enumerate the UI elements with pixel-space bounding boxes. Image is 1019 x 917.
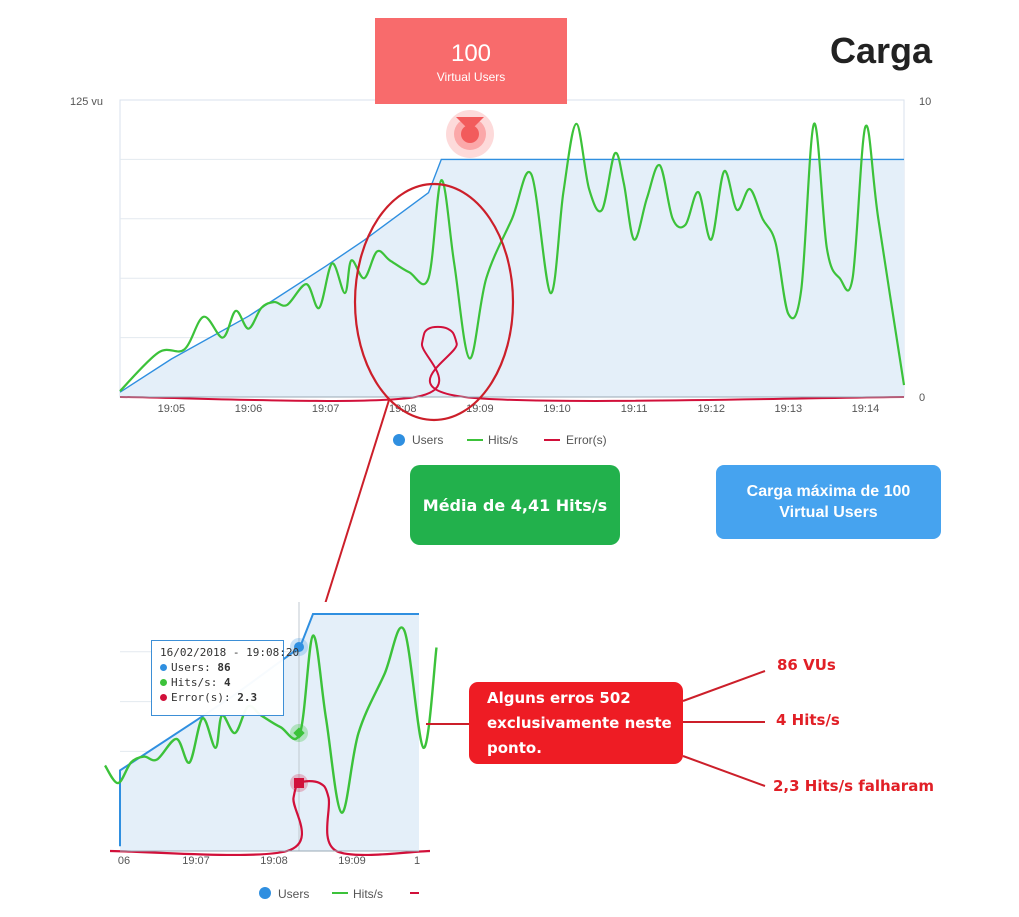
- x-tick-label: 19:09: [466, 403, 494, 415]
- note-hits: 4 Hits/s: [776, 711, 840, 729]
- tooltip-hits-value: 4: [224, 676, 231, 689]
- errors-note-text: Alguns erros 502 exclusivamente neste po…: [487, 686, 672, 761]
- x-tick-label: 19:10: [543, 403, 571, 415]
- zoom-legend-users-label: Users: [278, 887, 309, 901]
- y-right-top-tick: 10: [919, 96, 931, 108]
- max-load-text: Carga máxima de 100 Virtual Users: [744, 481, 914, 523]
- legend-hits-label: Hits/s: [488, 433, 518, 447]
- errors-note-line-3: ponto.: [487, 736, 672, 761]
- zoom-x-tick-label: 19:07: [182, 855, 210, 867]
- x-tick-label: 19:11: [621, 403, 648, 415]
- peak-users-label: Virtual Users: [375, 70, 567, 84]
- tooltip-hits-label: Hits/s:: [171, 676, 217, 689]
- y-right-bottom-tick: 0: [919, 392, 925, 404]
- tooltip-errors-label: Error(s):: [171, 691, 231, 704]
- x-tick-label: 19:13: [775, 403, 803, 415]
- zoom-x-tick-label: 06: [118, 855, 130, 867]
- zoom-x-tick-label: 19:08: [260, 855, 288, 867]
- x-tick-label: 19:08: [389, 403, 417, 415]
- note-failed: 2,3 Hits/s falharam: [773, 777, 934, 795]
- x-tick-label: 19:12: [697, 403, 725, 415]
- legend-errors-label: Error(s): [566, 433, 607, 447]
- page-title: Carga: [830, 30, 932, 72]
- peak-users-badge: 100 Virtual Users: [375, 18, 567, 104]
- zoom-legend-hits-label: Hits/s: [353, 887, 383, 901]
- zoom-x-tick-label: 1: [414, 855, 420, 867]
- x-tick-label: 19:07: [312, 403, 340, 415]
- avg-hits-box: Média de 4,41 Hits/s: [410, 465, 620, 545]
- legend-users-label: Users: [412, 433, 443, 447]
- errors-note-box: Alguns erros 502 exclusivamente neste po…: [469, 682, 683, 764]
- note-vus: 86 VUs: [777, 656, 836, 674]
- main-legend[interactable]: Users Hits/s Error(s): [393, 433, 607, 447]
- zoom-tooltip: 16/02/2018 - 19:08:20 Users: 86 Hits/s: …: [151, 640, 284, 716]
- tooltip-users-label: Users:: [171, 661, 211, 674]
- zoom-connector-line: [325, 400, 389, 604]
- zoom-legend[interactable]: Users Hits/s: [259, 887, 419, 901]
- zoom-legend-users-dot: [259, 887, 271, 899]
- max-load-box: Carga máxima de 100 Virtual Users: [716, 465, 941, 539]
- tooltip-users-row: Users: 86: [160, 660, 283, 675]
- tooltip-errors-value: 2.3: [237, 691, 257, 704]
- y-left-label: 125 vu: [70, 96, 103, 108]
- tooltip-date: 16/02/2018 - 19:08:20: [160, 645, 283, 660]
- main-x-tick-labels: 19:05 19:06 19:07 19:08 19:09 19:10 19:11 19:12…: [158, 403, 880, 415]
- tooltip-hits-row: Hits/s: 4: [160, 675, 283, 690]
- note-vus-connector: [683, 671, 765, 701]
- note-failed-connector: [683, 756, 765, 786]
- main-chart: 125 vu 10 0 19:05 19:06 19:07 19:08 19:09 19:…: [70, 96, 931, 447]
- peak-users-value: 100: [375, 40, 567, 68]
- x-tick-label: 19:05: [158, 403, 186, 415]
- zoom-x-tick-labels: 06 19:07 19:08 19:09 1: [118, 855, 420, 867]
- errors-note-line-2: exclusivamente neste: [487, 711, 672, 736]
- zoom-x-tick-label: 19:09: [338, 855, 366, 867]
- tooltip-users-value: 86: [217, 661, 230, 674]
- tooltip-errors-row: Error(s): 2.3: [160, 690, 283, 705]
- x-tick-label: 19:06: [235, 403, 263, 415]
- zoom-errors-marker: [294, 778, 304, 788]
- x-tick-label: 19:14: [852, 403, 880, 415]
- legend-users-dot: [393, 434, 405, 446]
- errors-note-line-1: Alguns erros 502: [487, 686, 672, 711]
